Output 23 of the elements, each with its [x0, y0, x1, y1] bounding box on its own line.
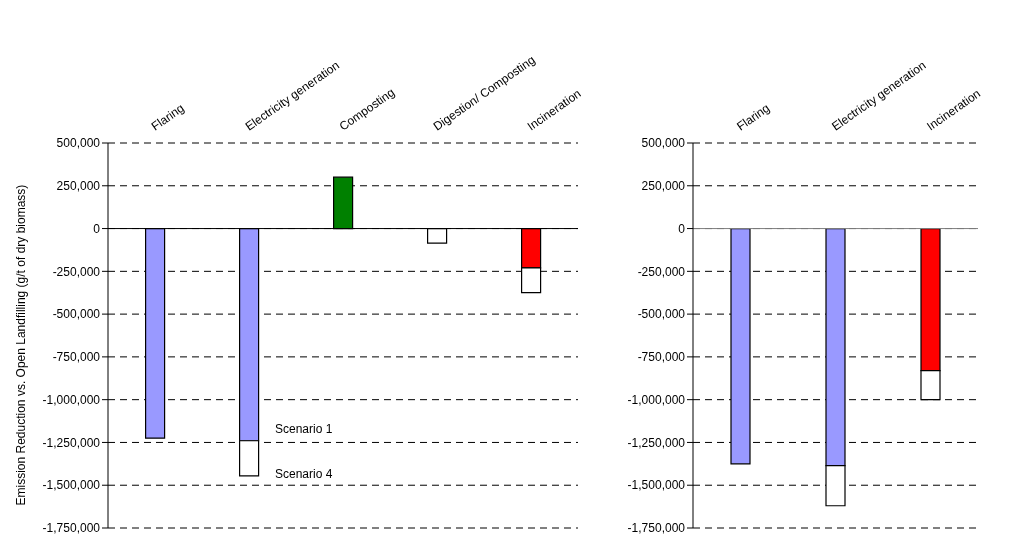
y-tick-label: 250,000 [56, 179, 101, 194]
y-tick-label: -1,500,000 [627, 478, 686, 493]
y-tick-label: -750,000 [637, 350, 686, 365]
y-axis-title: Emission Reduction vs. Open Landfilling (g/t of dry biomass) [14, 184, 29, 506]
y-tick-label: -250,000 [637, 264, 686, 279]
y-tick-label: -250,000 [52, 264, 101, 279]
y-tick-label: 0 [93, 221, 101, 236]
y-tick-label: 500,000 [56, 136, 101, 151]
y-tick-label: -1,000,000 [42, 392, 101, 407]
series-label: Scenario 1 [275, 421, 333, 436]
y-tick-label: -1,250,000 [627, 435, 686, 450]
y-tick-label: 250,000 [641, 179, 686, 194]
y-tick-label: -1,750,000 [627, 521, 686, 536]
y-tick-label: -1,750,000 [42, 521, 101, 536]
y-tick-label: -1,500,000 [42, 478, 101, 493]
y-tick-label: -500,000 [52, 307, 101, 322]
y-tick-label: -1,000,000 [627, 392, 686, 407]
y-tick-label: 0 [678, 221, 686, 236]
y-tick-label: -500,000 [637, 307, 686, 322]
series-label: Scenario 4 [275, 467, 333, 482]
y-tick-label: -750,000 [52, 350, 101, 365]
y-tick-label: -1,250,000 [42, 435, 101, 450]
y-tick-label: 500,000 [641, 136, 686, 151]
